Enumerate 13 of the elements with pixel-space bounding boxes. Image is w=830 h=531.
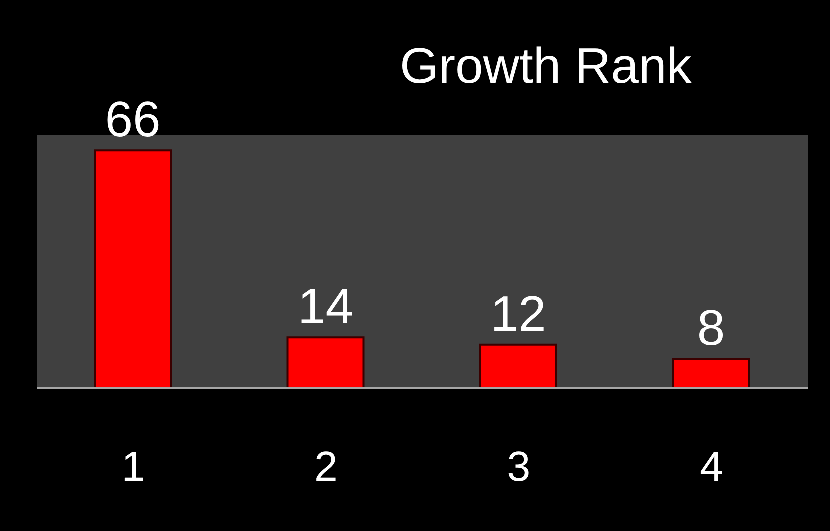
x-tick-label: 1: [122, 442, 146, 490]
data-label: 12: [490, 286, 546, 342]
chart-title: Growth Rank: [400, 37, 692, 96]
bar: [480, 344, 558, 388]
x-tick-label: 2: [314, 442, 338, 490]
data-label: 66: [105, 92, 161, 148]
bar: [672, 358, 750, 388]
x-tick-label: 3: [507, 442, 531, 490]
bar: [94, 150, 172, 388]
data-label: 14: [298, 278, 354, 335]
x-tick-label: 4: [700, 442, 724, 490]
bar: [286, 336, 365, 388]
data-label: 8: [697, 300, 726, 356]
